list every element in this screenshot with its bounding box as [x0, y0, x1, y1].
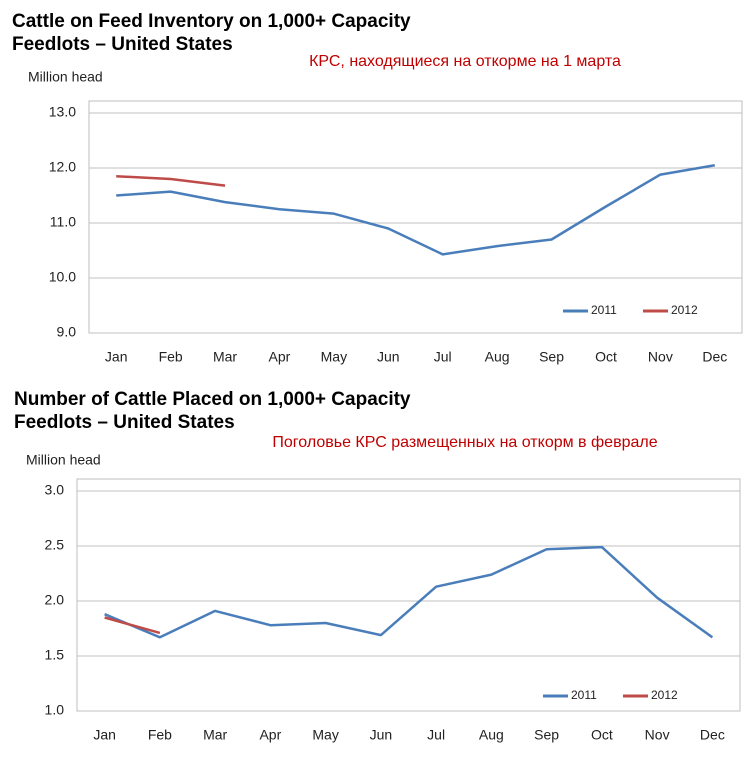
y-tick-label: 2.5: [45, 537, 65, 553]
series-line: [116, 175, 226, 187]
x-tick-label: Feb: [148, 727, 172, 743]
annotation: Поголовье КРС размещенных на откорм в фе…: [272, 434, 658, 451]
y-tick-label: 1.5: [45, 647, 65, 663]
x-tick-label: Jul: [427, 727, 445, 743]
legend-label: 2011: [591, 303, 617, 317]
legend-label: 2012: [671, 303, 698, 317]
x-tick-label: May: [321, 349, 347, 365]
x-tick-label: Mar: [213, 349, 237, 365]
y-tick-label: 12.0: [49, 159, 76, 175]
x-tick-label: May: [312, 727, 338, 743]
x-tick-label: Dec: [702, 349, 727, 365]
y-tick-label: 10.0: [49, 269, 76, 285]
x-tick-label: Mar: [203, 727, 227, 743]
x-tick-label: Apr: [269, 349, 291, 365]
x-tick-label: Jan: [105, 349, 128, 365]
x-tick-label: Oct: [595, 349, 617, 365]
series-line: [116, 164, 716, 256]
x-tick-label: Feb: [159, 349, 183, 365]
legend-label: 2011: [571, 688, 597, 702]
x-tick-label: Sep: [539, 349, 564, 365]
chart-title: Cattle on Feed Inventory on 1,000+ Capac…: [12, 11, 411, 55]
y-tick-label: 13.0: [49, 104, 76, 120]
y-axis-label: Million head: [28, 69, 103, 85]
annotation: КРС, находящиеся на откорме на 1 марта: [309, 53, 621, 70]
legend-label: 2012: [651, 688, 678, 702]
series-line: [104, 616, 161, 635]
plot-frame: [76, 478, 741, 712]
x-tick-label: Apr: [259, 727, 281, 743]
y-tick-label: 1.0: [45, 702, 65, 718]
y-tick-label: 2.0: [45, 592, 65, 608]
y-tick-label: 9.0: [57, 324, 77, 340]
y-tick-label: 11.0: [50, 214, 76, 230]
x-tick-label: Jun: [370, 727, 393, 743]
x-tick-label: Nov: [648, 349, 673, 365]
x-tick-label: Oct: [591, 727, 613, 743]
x-tick-label: Jun: [377, 349, 400, 365]
x-tick-label: Aug: [485, 349, 510, 365]
chart-title: Number of Cattle Placed on 1,000+ Capaci…: [14, 389, 411, 433]
x-tick-label: Nov: [645, 727, 670, 743]
x-tick-label: Jan: [93, 727, 116, 743]
y-tick-label: 3.0: [45, 482, 65, 498]
x-tick-label: Jul: [434, 349, 452, 365]
y-axis-label: Million head: [26, 452, 101, 468]
series-line: [104, 545, 714, 639]
plot-frame: [88, 100, 743, 334]
x-tick-label: Dec: [700, 727, 725, 743]
x-tick-label: Sep: [534, 727, 559, 743]
x-tick-label: Aug: [479, 727, 504, 743]
